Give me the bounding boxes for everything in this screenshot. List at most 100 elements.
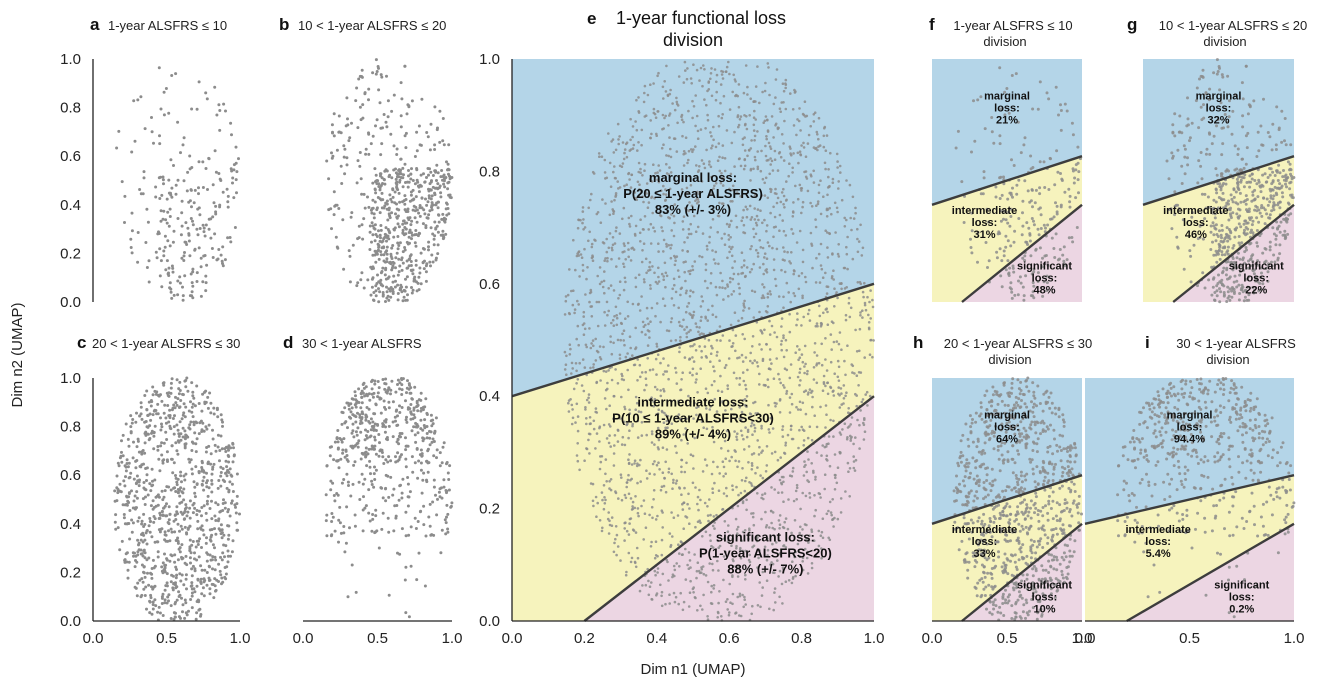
data-point (677, 320, 681, 324)
data-point (428, 502, 432, 506)
data-point (379, 250, 383, 254)
data-point (199, 614, 202, 618)
data-point (672, 481, 675, 484)
data-point (384, 486, 388, 490)
data-point (169, 191, 172, 195)
data-point (708, 235, 711, 239)
data-point (854, 211, 857, 215)
data-point (159, 416, 162, 420)
data-point (193, 431, 197, 435)
data-point (720, 172, 723, 175)
data-point (765, 343, 768, 346)
data-point (572, 387, 576, 391)
data-point (143, 451, 147, 455)
data-point (623, 420, 626, 424)
data-point (420, 454, 424, 458)
data-point (426, 461, 430, 465)
data-point (598, 440, 601, 443)
data-point (381, 511, 385, 515)
data-point (815, 381, 819, 385)
data-point (176, 178, 180, 182)
data-point (744, 274, 747, 278)
data-point (727, 294, 730, 298)
y-tick-label: 0.0 (60, 613, 81, 630)
points-a (115, 66, 240, 302)
data-point (783, 386, 786, 389)
data-point (414, 263, 418, 267)
data-point (372, 428, 376, 432)
data-point (754, 221, 758, 225)
data-point (373, 249, 377, 253)
data-point (615, 316, 619, 320)
data-point (148, 600, 152, 604)
data-point (626, 478, 630, 482)
data-point (590, 315, 594, 318)
data-point (703, 345, 707, 348)
data-point (412, 413, 416, 417)
data-point (189, 400, 192, 404)
data-point (744, 603, 747, 606)
data-point (376, 391, 380, 395)
data-point (330, 123, 334, 127)
data-point (588, 291, 592, 295)
data-point (568, 343, 572, 347)
data-point (725, 222, 729, 226)
data-point (205, 536, 208, 540)
data-point (356, 445, 360, 449)
data-point (410, 237, 413, 241)
data-point (740, 353, 744, 357)
data-point (170, 444, 174, 448)
data-point (782, 89, 786, 93)
data-point (781, 525, 785, 529)
data-point (814, 218, 817, 221)
data-point (172, 164, 175, 167)
data-point (200, 409, 204, 413)
data-point (207, 579, 211, 582)
data-point (825, 369, 829, 372)
data-point (200, 459, 204, 463)
data-point (382, 178, 386, 182)
data-point (674, 482, 678, 485)
data-point (152, 520, 156, 524)
data-point (173, 513, 177, 517)
data-point (596, 274, 599, 278)
data-point (375, 179, 379, 182)
data-point (851, 195, 855, 199)
data-point (859, 314, 862, 317)
data-point (694, 94, 697, 97)
data-point (634, 346, 638, 349)
data-point (738, 157, 741, 160)
data-point (411, 188, 415, 192)
data-point (177, 434, 181, 438)
data-point (210, 558, 214, 562)
data-point (624, 142, 628, 146)
data-point (840, 198, 844, 202)
data-point (629, 259, 633, 262)
data-point (587, 239, 590, 243)
data-point (847, 470, 850, 474)
data-point (835, 152, 839, 156)
data-point (384, 226, 388, 230)
data-point (173, 583, 177, 587)
data-point (832, 269, 835, 273)
data-point (662, 127, 665, 130)
data-point (637, 273, 641, 277)
data-point (735, 191, 739, 194)
data-point (202, 504, 206, 508)
data-point (810, 462, 813, 465)
data-point (367, 205, 371, 209)
data-point (384, 277, 388, 281)
data-point (365, 415, 369, 419)
data-point (613, 315, 616, 318)
data-point (169, 527, 173, 531)
data-point (672, 214, 676, 218)
data-point (592, 344, 595, 348)
data-point (680, 438, 683, 442)
data-point (390, 200, 394, 204)
data-point (433, 220, 437, 224)
data-point (756, 439, 759, 442)
data-point (743, 149, 747, 152)
data-point (731, 592, 735, 596)
data-point (134, 420, 138, 424)
y-tick-label: 0.4 (60, 197, 81, 214)
